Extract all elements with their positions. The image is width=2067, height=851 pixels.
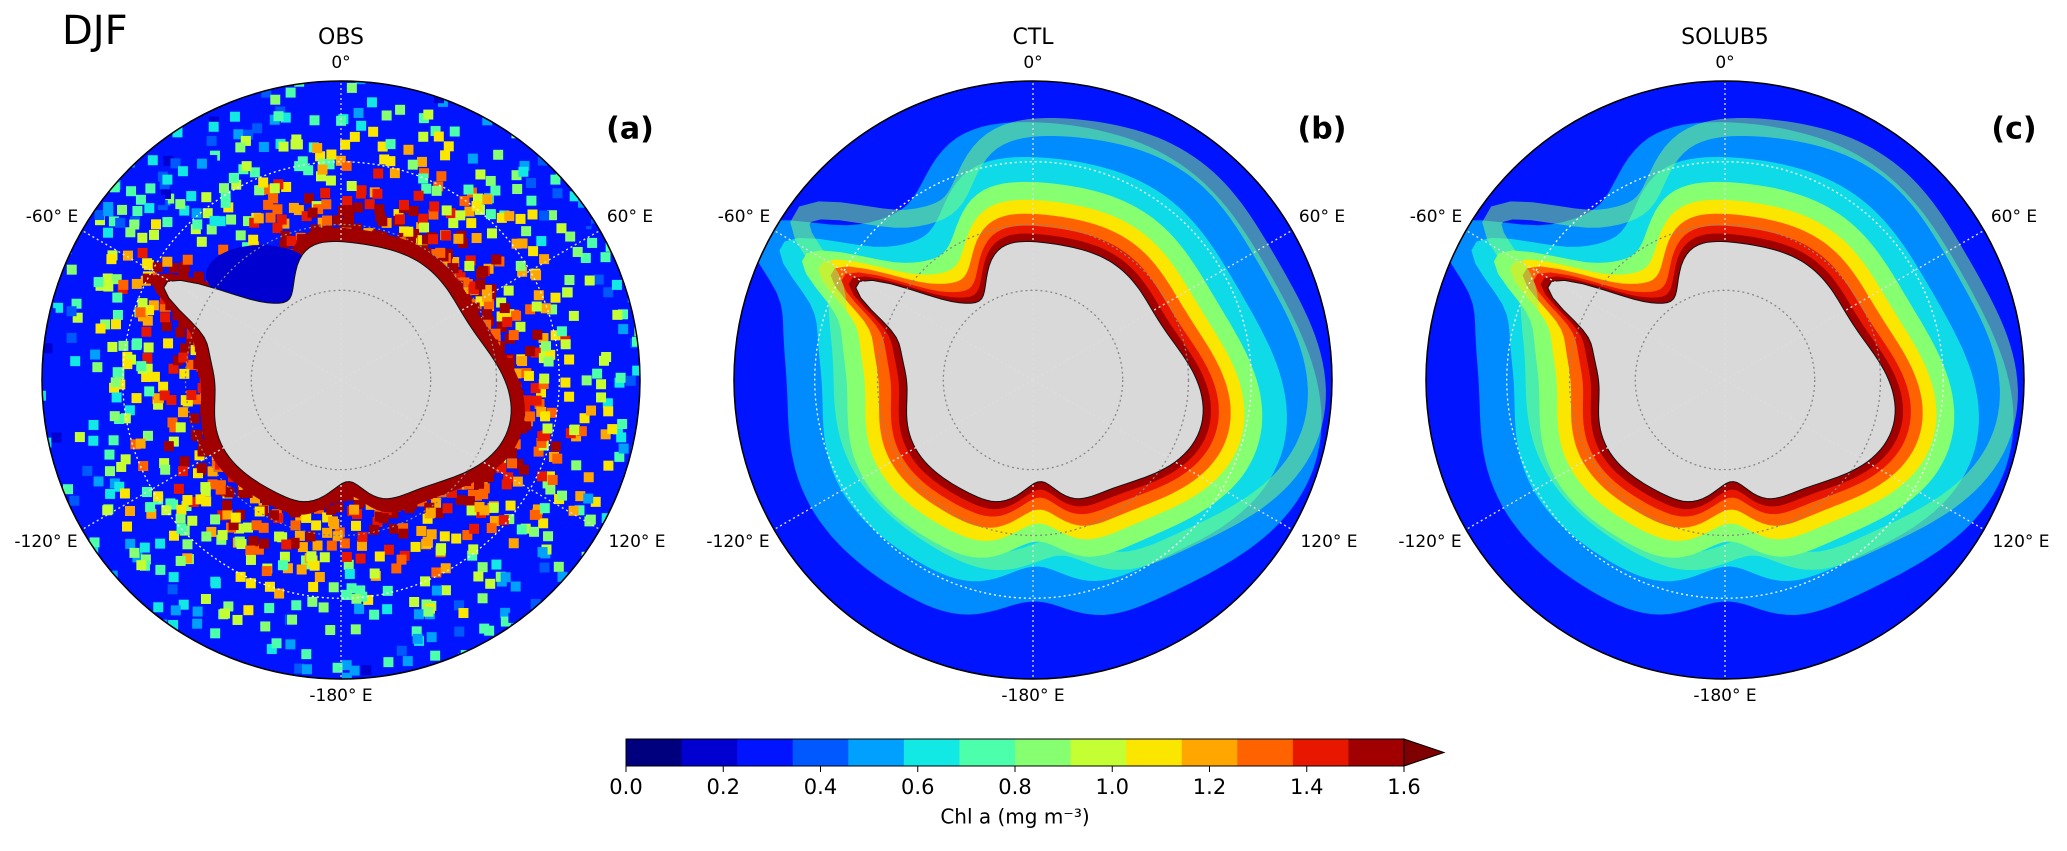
longitude-label: -60° E — [718, 207, 770, 227]
colorbar-label: Chl a (mg m⁻³) — [940, 805, 1089, 829]
panel-label: (b) — [1298, 112, 1347, 147]
colorbar-tick-label: 1.4 — [1290, 775, 1323, 799]
longitude-label: 60° E — [1991, 207, 2037, 227]
colorbar-segment — [737, 739, 793, 766]
colorbar-segment — [1237, 739, 1293, 766]
colorbar-tick-label: 1.0 — [1096, 775, 1129, 799]
colorbar-tick-label: 1.6 — [1387, 775, 1420, 799]
colorbar-segment — [1126, 739, 1182, 766]
colorbar-segment — [1348, 739, 1404, 766]
map-panel — [1426, 81, 2024, 679]
longitude-label: -180° E — [309, 686, 372, 706]
longitude-label: 0° — [1023, 53, 1042, 73]
longitude-label: -180° E — [1693, 686, 1756, 706]
longitude-label: -60° E — [26, 207, 78, 227]
colorbar-segment — [959, 739, 1015, 766]
longitude-label: 120° E — [1992, 532, 2049, 552]
longitude-label: -60° E — [1410, 207, 1462, 227]
panel-label: (a) — [606, 112, 654, 147]
colorbar-tick-label: 0.0 — [609, 775, 642, 799]
colorbar-segment — [1015, 739, 1071, 766]
longitude-label: 120° E — [1300, 532, 1357, 552]
colorbar-tick-label: 0.2 — [707, 775, 740, 799]
colorbar-segment — [1071, 739, 1127, 766]
longitude-label: -120° E — [14, 532, 77, 552]
panel-title: SOLUB5 — [1681, 25, 1769, 50]
colorbar-tick-label: 0.4 — [804, 775, 837, 799]
longitude-label: 60° E — [607, 207, 653, 227]
panel-label: (c) — [1991, 112, 2036, 147]
colorbar-segment — [848, 739, 904, 766]
map-panel — [734, 81, 1332, 679]
longitude-label: 60° E — [1299, 207, 1345, 227]
panel-title: CTL — [1012, 25, 1054, 50]
colorbar-extension — [1404, 739, 1444, 766]
colorbar-tick-label: 0.6 — [901, 775, 934, 799]
colorbar-segment — [1182, 739, 1238, 766]
longitude-label: -180° E — [1001, 686, 1064, 706]
longitude-label: 120° E — [608, 532, 665, 552]
colorbar-segment — [1293, 739, 1349, 766]
longitude-label: 0° — [1715, 53, 1734, 73]
longitude-label: -120° E — [1398, 532, 1461, 552]
colorbar-segment — [682, 739, 738, 766]
colorbar-tick-label: 1.2 — [1193, 775, 1226, 799]
panel-title: OBS — [318, 25, 364, 50]
colorbar-tick-label: 0.8 — [998, 775, 1031, 799]
longitude-label: 0° — [331, 53, 350, 73]
longitude-label: -120° E — [706, 532, 769, 552]
map-panel — [0, 1, 749, 731]
colorbar-segment — [626, 739, 682, 766]
colorbar-segment — [904, 739, 960, 766]
colorbar-segment — [793, 739, 849, 766]
season-label: DJF — [62, 8, 128, 54]
